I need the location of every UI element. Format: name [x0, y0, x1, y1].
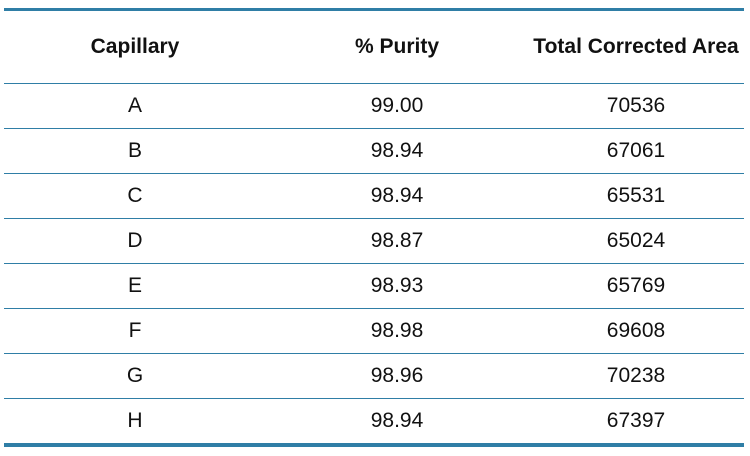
table-row: F 98.98 69608	[4, 309, 744, 354]
table-row: D 98.87 65024	[4, 219, 744, 264]
table-row: A 99.00 70536	[4, 84, 744, 129]
capillary-cell: D	[127, 229, 143, 252]
area-cell: 65024	[606, 229, 666, 252]
table-row: B 98.94 67061	[4, 129, 744, 174]
capillary-cell: H	[127, 409, 143, 432]
purity-cell: 98.98	[370, 319, 424, 342]
purity-cell: 99.00	[370, 94, 424, 117]
capillary-cell: A	[127, 94, 142, 117]
area-cell: 67061	[606, 139, 666, 162]
purity-cell: 98.94	[370, 409, 424, 432]
purity-cell: 98.93	[370, 274, 424, 297]
area-cell: 65769	[606, 274, 666, 297]
capillary-cell: G	[126, 364, 144, 387]
area-cell: 65531	[606, 184, 666, 207]
purity-table: Capillary % Purity Total Corrected Area …	[4, 8, 744, 447]
capillary-cell: F	[128, 319, 142, 342]
capillary-cell: E	[127, 274, 142, 297]
header-capillary: Capillary	[90, 35, 180, 58]
table-row: H 98.94 67397	[4, 399, 744, 443]
header-purity: % Purity	[354, 35, 440, 58]
table-row: E 98.93 65769	[4, 264, 744, 309]
area-cell: 70238	[606, 364, 666, 387]
table-row: G 98.96 70238	[4, 354, 744, 399]
area-cell: 69608	[606, 319, 666, 342]
purity-cell: 98.94	[370, 139, 424, 162]
purity-cell: 98.87	[370, 229, 424, 252]
table-header-row: Capillary % Purity Total Corrected Area	[4, 11, 744, 84]
capillary-cell: B	[127, 139, 142, 162]
purity-cell: 98.96	[370, 364, 424, 387]
table-bottom-rule	[4, 443, 744, 447]
table-top-rule	[4, 8, 744, 11]
area-cell: 70536	[606, 94, 666, 117]
header-total-corrected-area: Total Corrected Area	[533, 35, 739, 58]
purity-cell: 98.94	[370, 184, 424, 207]
table-row: C 98.94 65531	[4, 174, 744, 219]
capillary-cell: C	[127, 184, 143, 207]
area-cell: 67397	[606, 409, 666, 432]
